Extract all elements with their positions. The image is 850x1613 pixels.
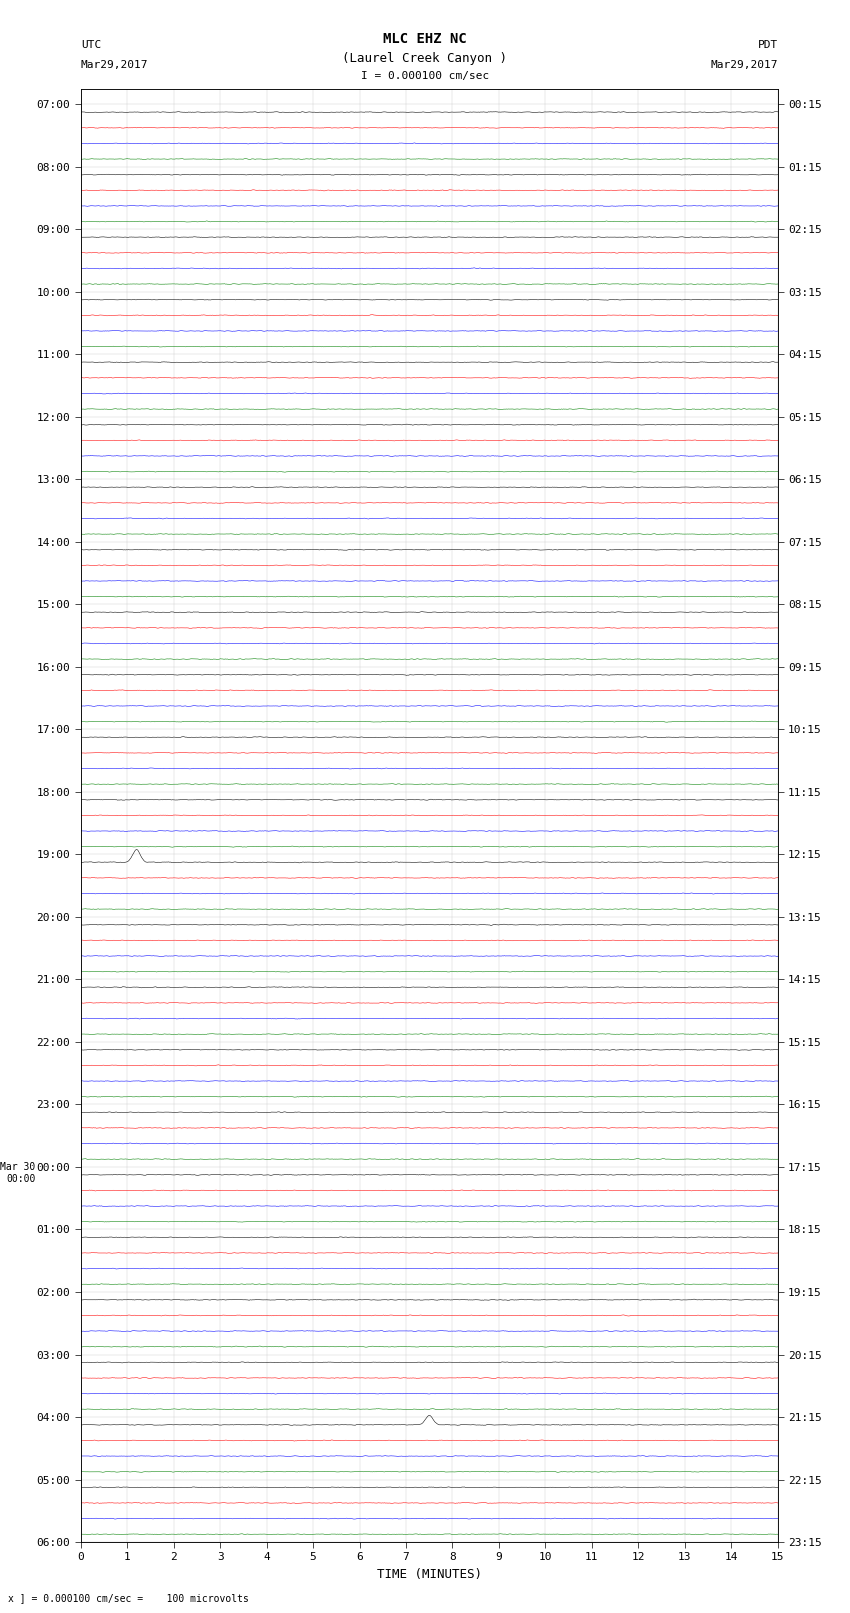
X-axis label: TIME (MINUTES): TIME (MINUTES): [377, 1568, 482, 1581]
Text: (Laurel Creek Canyon ): (Laurel Creek Canyon ): [343, 52, 507, 65]
Text: 00:00: 00:00: [6, 1174, 36, 1184]
Text: UTC: UTC: [81, 40, 101, 50]
Text: x ] = 0.000100 cm/sec =    100 microvolts: x ] = 0.000100 cm/sec = 100 microvolts: [8, 1594, 249, 1603]
Text: PDT: PDT: [757, 40, 778, 50]
Text: Mar 30: Mar 30: [0, 1161, 36, 1173]
Text: I = 0.000100 cm/sec: I = 0.000100 cm/sec: [361, 71, 489, 81]
Text: Mar29,2017: Mar29,2017: [711, 60, 778, 69]
Text: MLC EHZ NC: MLC EHZ NC: [383, 32, 467, 47]
Text: Mar29,2017: Mar29,2017: [81, 60, 148, 69]
